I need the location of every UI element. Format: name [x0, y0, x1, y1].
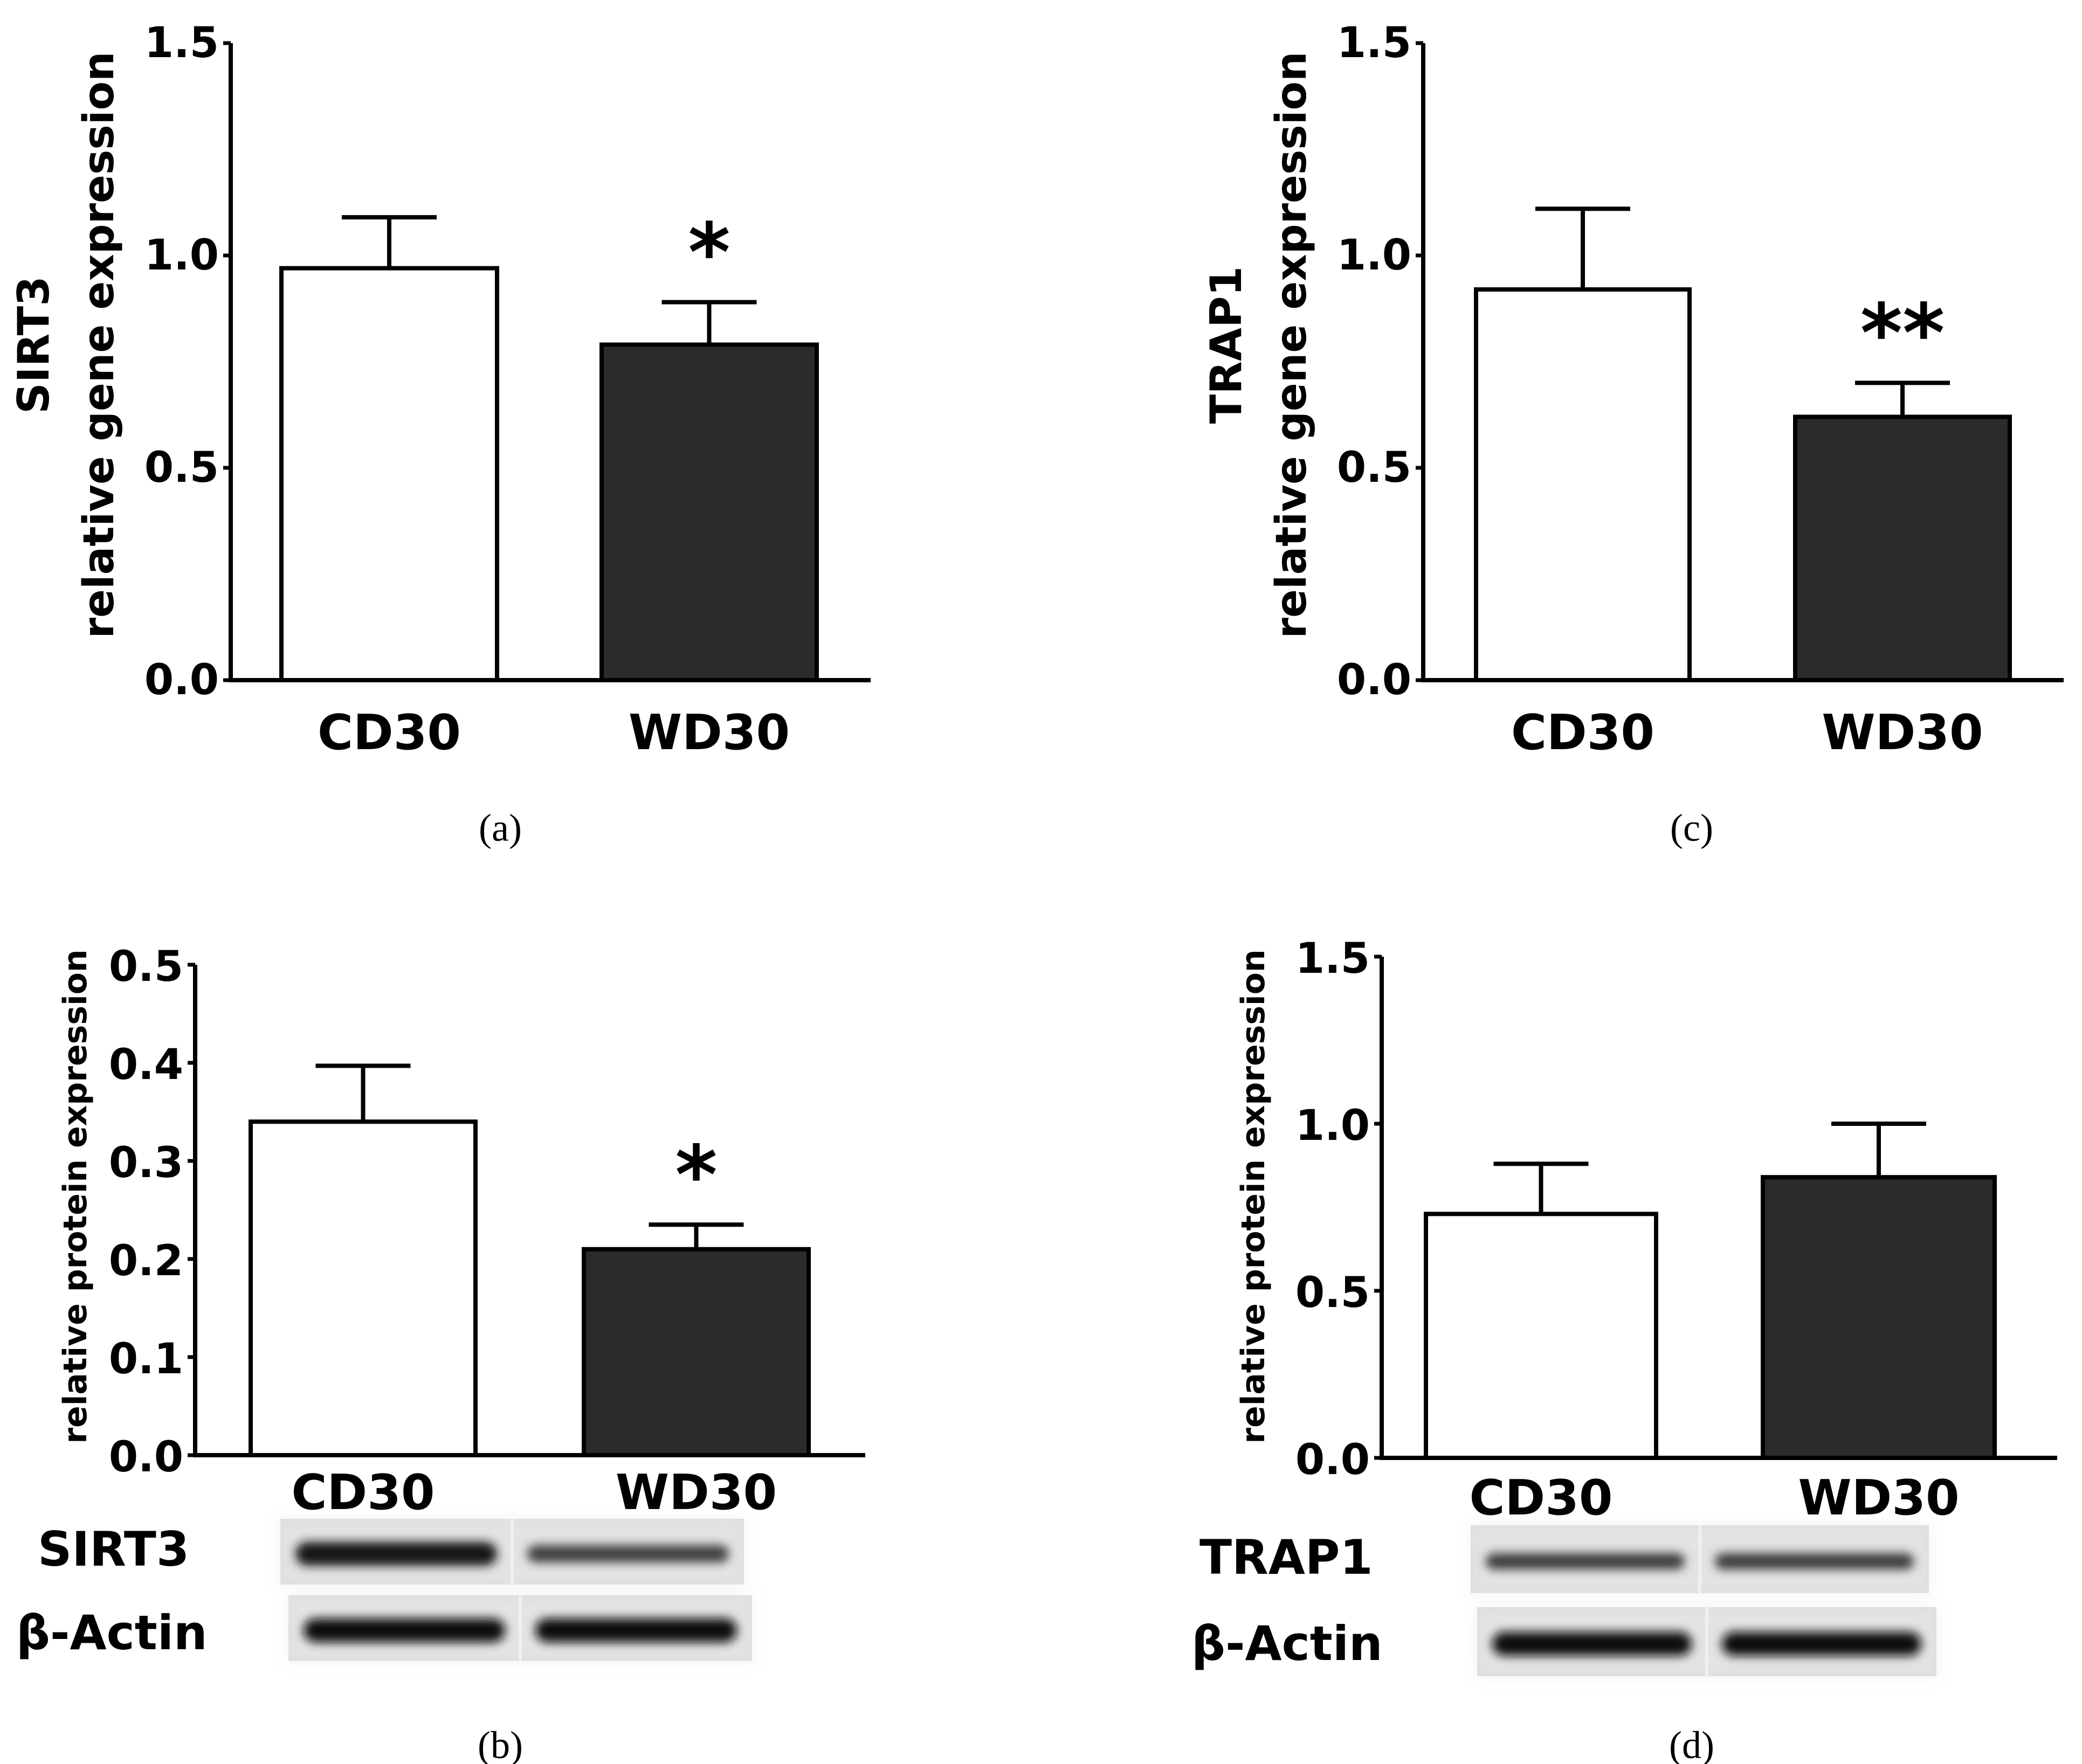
bar-cd30 [279, 266, 499, 682]
chart-panel-4: 0.0 0.5 1.0 1.5 CD30 WD30 relative protein exp… [1191, 935, 2057, 1764]
y-tick-label: 1.0 [1295, 1102, 1370, 1150]
y-tick-label: 0.5 [1337, 444, 1411, 492]
blot-label: β-Actin [16, 1605, 208, 1661]
panel-label: (c) [1670, 806, 1713, 849]
bar-cd30 [1424, 1212, 1658, 1460]
bar-cd30 [249, 1119, 478, 1457]
y-tick-label: 0.5 [1295, 1269, 1370, 1317]
error-bar-wd30 [661, 300, 757, 345]
y-axis-label: relative protein expression [57, 949, 94, 1443]
panel-label: (b) [478, 1724, 523, 1764]
error-bar-cd30 [1493, 1161, 1589, 1214]
y-tick-label: 0.5 [109, 943, 183, 991]
blot-band [295, 1542, 497, 1566]
y-tick-label: 1.5 [1337, 19, 1411, 67]
y-tick-label: 0.4 [109, 1041, 183, 1089]
category-label-wd30: WD30 [629, 704, 790, 761]
error-bar-wd30 [1831, 1122, 1926, 1178]
category-label-cd30: CD30 [291, 1464, 435, 1521]
y-tick-label: 0.0 [144, 656, 219, 704]
blot-band [1486, 1553, 1685, 1569]
significance-marker: ** [1860, 287, 1945, 381]
error-bar-wd30 [1855, 381, 1950, 417]
y-tick-label: 0.3 [109, 1139, 183, 1187]
y-tick-label: 0.2 [109, 1237, 183, 1285]
chart-panel-3: 0.0 0.1 0.2 0.3 0.4 0.5 CD30 WD30 * relative prot… [16, 943, 865, 1764]
blot-label: SIRT3 [38, 1521, 189, 1577]
y-axis-gene-label: TRAP1 [1201, 266, 1251, 424]
western-blot-target [1471, 1525, 1929, 1593]
y-tick-label: 1.0 [1337, 231, 1411, 280]
bar-wd30 [1793, 414, 2012, 682]
y-tick-label: 0.5 [144, 444, 219, 492]
y-axis-label: relative gene expression [75, 51, 123, 638]
blot-band [1492, 1632, 1692, 1656]
y-tick-label: 1.0 [144, 231, 219, 280]
category-label-cd30: CD30 [1469, 1470, 1612, 1526]
western-blot-actin [288, 1595, 752, 1661]
y-tick-label: 1.5 [1295, 935, 1370, 983]
category-label-cd30: CD30 [1511, 704, 1654, 761]
y-axis-label: relative gene expression [1267, 51, 1316, 638]
y-tick-label: 0.0 [1295, 1436, 1370, 1484]
y-axis-label: relative protein expression [1235, 949, 1272, 1443]
category-label-cd30: CD30 [318, 704, 461, 761]
chart-panel-1: 0.0 0.5 1.0 1.5 CD30 WD30 * relative gene expre… [9, 19, 871, 849]
western-blot-target [280, 1519, 744, 1585]
blot-label: TRAP1 [1199, 1530, 1373, 1585]
y-tick-label: 0.0 [1337, 656, 1411, 704]
significance-marker: * [688, 206, 730, 300]
y-tick-label: 1.5 [144, 19, 219, 67]
error-bar-cd30 [342, 215, 437, 268]
bar-wd30 [582, 1247, 811, 1458]
y-tick-label: 0.0 [109, 1433, 183, 1482]
category-label-wd30: WD30 [616, 1464, 777, 1521]
y-tick-label: 0.1 [109, 1335, 183, 1383]
error-bar-wd30 [649, 1222, 744, 1249]
blot-band [304, 1618, 505, 1642]
blot-band [535, 1618, 737, 1642]
panel-label: (d) [1669, 1724, 1714, 1764]
bar-cd30 [1474, 287, 1692, 682]
blot-band [1715, 1553, 1914, 1569]
significance-marker: * [675, 1129, 717, 1222]
bar-wd30 [1761, 1175, 1997, 1460]
blot-band [527, 1545, 729, 1562]
error-bar-cd30 [315, 1063, 411, 1122]
category-label-wd30: WD30 [1822, 704, 1983, 761]
bar-wd30 [599, 342, 819, 682]
blot-band [1722, 1632, 1921, 1656]
blot-label: β-Actin [1191, 1616, 1383, 1671]
error-bar-cd30 [1535, 206, 1630, 290]
western-blot-actin [1477, 1607, 1936, 1676]
category-label-wd30: WD30 [1798, 1470, 1959, 1526]
y-axis-gene-label: SIRT3 [9, 276, 59, 414]
chart-panel-2: 0.0 0.5 1.0 1.5 CD30 WD30 ** relative gene expr… [1201, 19, 2064, 849]
panel-label: (a) [479, 806, 522, 849]
